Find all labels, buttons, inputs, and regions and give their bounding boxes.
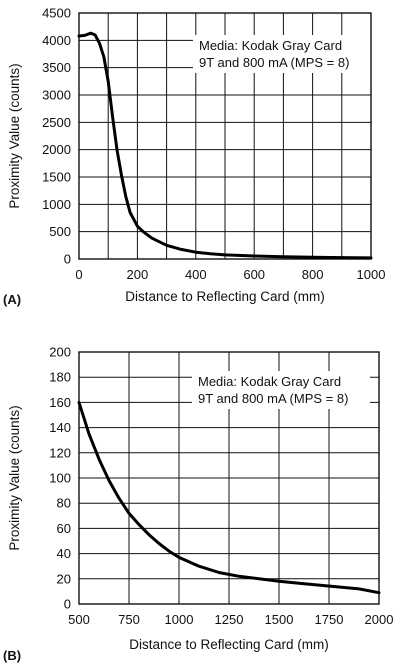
chart-b-y-tick-label: 20	[57, 571, 71, 586]
chart-b-y-tick-label: 180	[49, 370, 71, 385]
chart-a-y-axis-title: Proximity Value (counts)	[7, 63, 22, 208]
chart-b-y-tick-label: 200	[49, 345, 71, 360]
chart-a-y-tick-label: 3000	[42, 88, 71, 103]
chart-b-x-tick-label: 1000	[165, 612, 194, 627]
chart-a-plot-frame	[78, 12, 372, 260]
chart-b-y-tick-label: 140	[49, 420, 71, 435]
chart-a-x-tick-label: 200	[127, 267, 149, 282]
chart-a-y-tick-label: 500	[49, 224, 71, 239]
chart-a-x-tick-label: 0	[75, 267, 82, 282]
chart-b-y-tick-label: 160	[49, 395, 71, 410]
chart-b-series-line	[77, 400, 381, 595]
chart-b-x-tick-label: 1750	[315, 612, 344, 627]
chart-b-annotation-line: 9T and 800 mA (MPS = 8)	[198, 391, 348, 406]
chart-a-y-tick-label: 1000	[42, 197, 71, 212]
chart-b-x-tick-label: 1250	[215, 612, 244, 627]
chart-b-y-tick-label: 100	[49, 471, 71, 486]
chart-a-y-tick-label: 4500	[42, 6, 71, 21]
chart-b-x-axis-title: Distance to Reflecting Card (mm)	[129, 637, 329, 652]
chart-b-x-tick-label: 500	[68, 612, 90, 627]
chart-a-series-line	[77, 31, 373, 260]
chart-a-y-tick-label: 0	[64, 252, 71, 267]
chart-a-y-tick-label: 4000	[42, 33, 71, 48]
chart-a-y-tick-label: 2000	[42, 142, 71, 157]
chart-a-y-tick-label: 3500	[42, 60, 71, 75]
chart-a-x-tick-label: 600	[243, 267, 265, 282]
chart-a-x-tick-label: 800	[302, 267, 324, 282]
chart-b-y-tick-label: 60	[57, 521, 71, 536]
chart-b-y-tick-label: 120	[49, 445, 71, 460]
chart-a-panel-label: (A)	[3, 292, 21, 307]
chart-b-x-tick-label: 750	[118, 612, 140, 627]
chart-b-x-tick-label: 1500	[265, 612, 294, 627]
chart-b-annotation-line: Media: Kodak Gray Card	[198, 374, 341, 389]
chart-a-x-axis-title: Distance to Reflecting Card (mm)	[125, 289, 325, 304]
chart-a-x-tick-label: 400	[185, 267, 207, 282]
chart-b-y-tick-label: 40	[57, 546, 71, 561]
chart-a-y-tick-label: 2500	[42, 115, 71, 130]
chart-b-x-tick-label: 2000	[365, 612, 394, 627]
chart-b-y-axis-title: Proximity Value (counts)	[7, 405, 22, 550]
chart-b-panel-label: (B)	[3, 648, 21, 663]
chart-a-y-tick-label: 1500	[42, 170, 71, 185]
chart-a-annotation-line: 9T and 800 mA (MPS = 8)	[199, 55, 349, 70]
chart-b-plot-frame	[78, 351, 380, 605]
chart-b-annotation-box	[192, 371, 370, 409]
chart-a-x-tick-label: 1000	[357, 267, 386, 282]
chart-b-y-tick-label: 80	[57, 496, 71, 511]
chart-a-annotation-line: Media: Kodak Gray Card	[199, 38, 342, 53]
chart-a-annotation-box	[193, 35, 371, 73]
chart-b-y-tick-label: 0	[64, 597, 71, 612]
